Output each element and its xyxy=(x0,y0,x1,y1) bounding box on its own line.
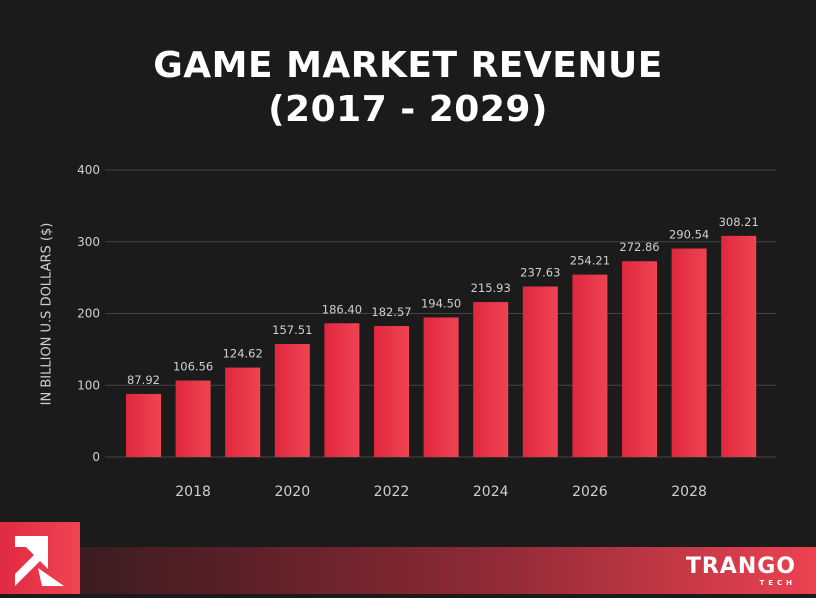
bar-2028 xyxy=(671,248,707,457)
y-axis-label: IN BILLION U.S DOLLARS ($) xyxy=(39,222,55,406)
trango-mark-logo xyxy=(0,522,80,594)
bar-2024 xyxy=(473,302,509,457)
value-label: 308.21 xyxy=(719,215,759,229)
value-label: 157.51 xyxy=(272,323,312,337)
value-label: 106.56 xyxy=(173,360,213,374)
brand-name: TRANGO xyxy=(685,554,796,579)
chart-title: GAME MARKET REVENUE (2017 - 2029) xyxy=(0,44,816,132)
bar-2018 xyxy=(175,380,211,457)
y-tick-label: 100 xyxy=(77,378,100,392)
value-label: 182.57 xyxy=(371,305,411,319)
footer-band xyxy=(0,547,816,594)
bar-2019 xyxy=(225,367,261,457)
value-label: 272.86 xyxy=(619,240,659,254)
y-tick-label: 200 xyxy=(77,307,100,321)
value-label: 237.63 xyxy=(520,266,560,280)
bar-2029 xyxy=(721,235,757,457)
bar-2027 xyxy=(622,261,657,457)
value-label: 186.40 xyxy=(322,302,362,316)
value-label: 194.50 xyxy=(421,296,461,310)
value-label: 215.93 xyxy=(471,281,511,295)
x-tick-label: 2020 xyxy=(274,484,310,500)
x-tick-label: 2022 xyxy=(374,484,410,500)
value-label: 254.21 xyxy=(570,254,610,268)
x-tick-label: 2024 xyxy=(473,484,509,500)
bar-2026 xyxy=(572,274,608,457)
arrow-logo-icon xyxy=(15,536,64,586)
trango-tech-logo: TRANGO TECH xyxy=(685,554,796,588)
bar-2022 xyxy=(374,326,409,457)
bar-2025 xyxy=(522,286,558,457)
x-tick-label: 2018 xyxy=(175,484,211,500)
y-tick-label: 300 xyxy=(77,235,100,249)
x-tick-label: 2028 xyxy=(671,484,707,500)
y-tick-label: 0 xyxy=(92,450,100,464)
value-label: 124.62 xyxy=(223,347,263,361)
y-tick-label: 400 xyxy=(77,163,100,177)
bar-chart: 0 100 200 300 400 87.92 106.56 124.62 157.51 186.… xyxy=(77,163,776,500)
bar-2017 xyxy=(126,393,161,457)
bar-2021 xyxy=(324,323,360,457)
bar-2023 xyxy=(423,317,459,457)
bar-2020 xyxy=(274,343,310,457)
title-line-2: (2017 - 2029) xyxy=(268,89,548,130)
value-label: 290.54 xyxy=(669,228,709,242)
x-tick-label: 2026 xyxy=(572,484,608,500)
brand-sub: TECH xyxy=(759,579,796,587)
title-line-1: GAME MARKET REVENUE xyxy=(153,45,663,86)
value-label: 87.92 xyxy=(127,373,160,387)
